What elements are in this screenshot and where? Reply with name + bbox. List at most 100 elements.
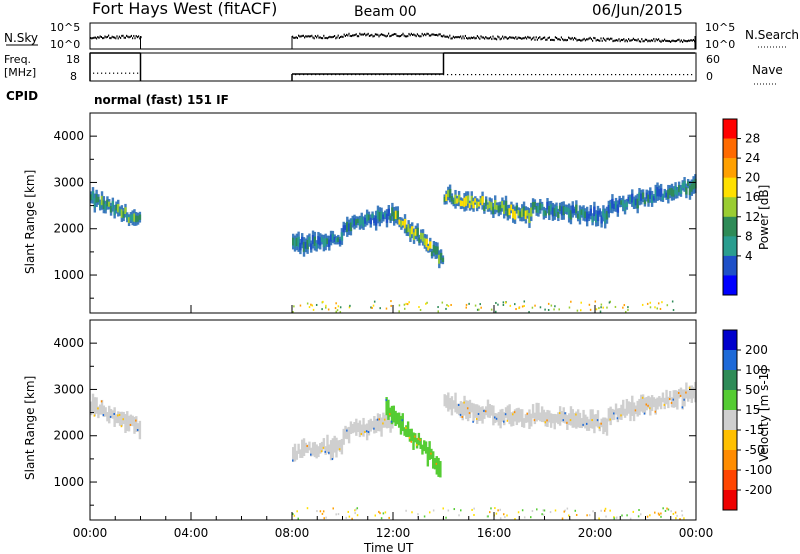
near-range-echo — [666, 507, 668, 510]
nsky-point — [310, 35, 312, 38]
power-echo-core — [515, 205, 519, 211]
nsky-point — [410, 32, 412, 35]
nsky-point — [541, 37, 543, 40]
power-echo-core — [519, 211, 522, 218]
power-echo-core — [488, 200, 491, 209]
velocity-echo — [387, 399, 390, 420]
freq-point — [639, 74, 641, 76]
nsky-point — [109, 37, 111, 40]
nsky-frame — [89, 22, 697, 50]
near-range-echo — [447, 509, 450, 512]
power-echo-core — [539, 202, 542, 211]
colorbar-tick-label: 20 — [745, 171, 760, 185]
near-range-echo — [499, 508, 501, 511]
power-echo-core — [365, 213, 369, 222]
velocity-echo — [587, 419, 591, 431]
nsky-point — [103, 37, 105, 40]
velocity-echo-speck — [546, 419, 548, 422]
freq-point — [635, 74, 637, 76]
near-range-echo — [536, 508, 538, 511]
nsky-point — [462, 35, 464, 38]
nsky-point — [93, 36, 95, 39]
velocity-panel: 1000 2000 3000 4000 Slant Range [km] — [23, 319, 697, 521]
velocity-echo — [688, 385, 692, 399]
velocity-echo — [127, 415, 131, 432]
velocity-echo-speck — [526, 412, 528, 415]
near-range-echo — [613, 516, 615, 519]
near-range-echo — [373, 300, 376, 303]
nsky-point — [313, 37, 315, 40]
time-tick-label: 20:00 — [578, 526, 613, 540]
velocity-echo-speck — [292, 459, 294, 462]
nsky-point — [397, 35, 399, 38]
velocity-echo-speck — [616, 417, 619, 420]
nsky-point — [578, 38, 580, 41]
near-range-echo — [490, 507, 492, 510]
range-tick-label: 2000 — [53, 429, 84, 443]
velocity-echo-speck — [100, 400, 103, 403]
power-echo-core — [596, 210, 600, 222]
near-range-echo — [675, 517, 677, 520]
velocity-echo — [106, 412, 109, 422]
colorbar-tick-label: 16 — [745, 190, 760, 204]
velocity-echo — [567, 413, 571, 425]
colorbar-swatch — [723, 330, 737, 351]
velocity-echo-speck — [415, 443, 418, 446]
near-range-echo — [335, 310, 337, 313]
near-range-echo — [428, 511, 431, 514]
velocity-echo-speck — [129, 423, 132, 426]
nsky-point — [136, 36, 138, 39]
nsky-point — [608, 38, 610, 41]
power-echo-core — [668, 188, 672, 195]
nsky-point — [320, 37, 322, 40]
nsky-point — [468, 36, 470, 39]
velocity-echo-speck — [620, 414, 622, 417]
power-echo-core — [690, 183, 693, 192]
nsky-point — [503, 37, 505, 40]
power-echo-core — [452, 199, 455, 205]
nsky-point — [460, 35, 462, 38]
power-echo-core — [512, 209, 515, 219]
nsky-point — [400, 35, 402, 38]
power-echo-core — [111, 201, 115, 209]
nsky-series — [89, 32, 697, 49]
nsky-point — [492, 35, 494, 38]
nsky-point — [604, 38, 606, 41]
power-echo-core — [560, 206, 564, 216]
velocity-echo — [685, 382, 688, 399]
colorbar-swatch — [723, 216, 737, 237]
velocity-echo — [654, 398, 657, 415]
power-echo-core — [358, 219, 362, 227]
power-echo-core — [605, 210, 609, 220]
velocity-echo-speck — [558, 412, 561, 415]
velocity-echo-speck — [591, 419, 593, 422]
freq-point — [511, 74, 513, 76]
near-range-echo — [476, 308, 479, 311]
power-echo-core — [524, 210, 528, 220]
velocity-echo — [448, 398, 452, 410]
velocity-echo — [376, 413, 380, 432]
freq-point — [503, 74, 505, 76]
power-echo-core — [528, 213, 531, 223]
velocity-echo-speck — [331, 458, 334, 461]
near-range-echo — [334, 307, 337, 310]
nsky-point — [686, 40, 688, 43]
near-range-echo — [517, 511, 520, 514]
near-range-echo — [348, 515, 351, 518]
nsky-point — [100, 36, 102, 39]
velocity-echo — [638, 398, 641, 416]
nsky-point — [383, 34, 385, 37]
power-echo-core — [356, 218, 360, 224]
power-echo-core — [391, 207, 394, 217]
freq-point — [611, 74, 613, 76]
power-echo-core — [475, 201, 479, 208]
velocity-echo-speck — [494, 416, 496, 419]
near-range-echo — [514, 303, 516, 306]
velocity-echo — [111, 410, 115, 419]
nsky-point — [425, 34, 427, 37]
velocity-echo — [504, 407, 508, 418]
velocity-echo — [295, 450, 299, 460]
nsky-point — [472, 37, 474, 40]
near-range-echo — [441, 301, 444, 304]
velocity-echo — [326, 434, 329, 454]
